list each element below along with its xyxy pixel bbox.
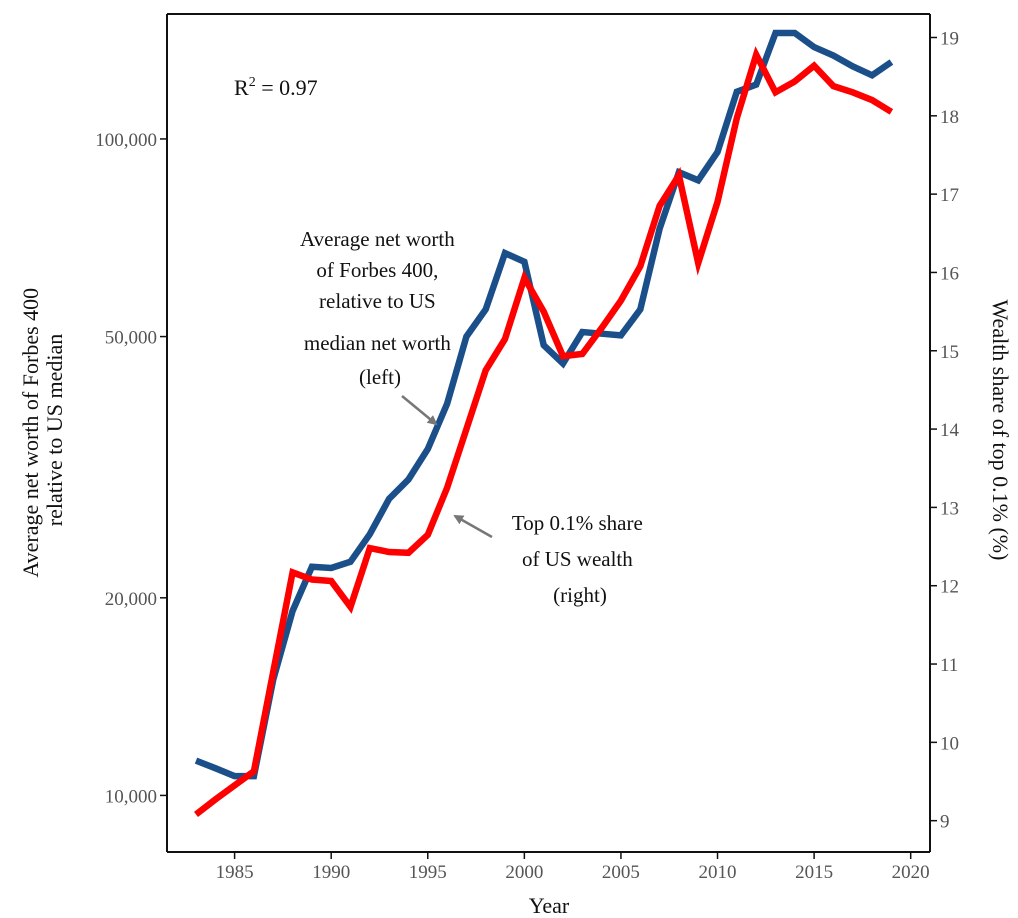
y-right-ticks: 9 10 11 12 13 14 15 16 17 18 19 xyxy=(930,28,960,833)
series-line-top01 xyxy=(194,46,894,817)
r-squared-prefix: R xyxy=(234,75,249,100)
x-tick-label: 2010 xyxy=(699,862,737,883)
y-right-tick-label: 16 xyxy=(940,263,959,284)
y-right-tick-label: 18 xyxy=(940,107,959,128)
x-tick-label: 2005 xyxy=(602,862,640,883)
top01-annotation-line-2: of US wealth xyxy=(522,547,633,571)
top01-annotation-line-1: Top 0.1% share xyxy=(512,511,643,535)
y-left-axis-title-line-1: Average net worth of Forbes 400 xyxy=(18,288,43,578)
top01-annotation-line-3: (right) xyxy=(553,583,607,607)
forbes-annotation-line-4: median net worth xyxy=(304,331,451,355)
y-right-tick-label: 10 xyxy=(940,733,959,754)
forbes-annotation-line-1: Average net worth xyxy=(300,227,455,251)
r-squared-rest: = 0.97 xyxy=(256,75,318,100)
y-left-tick-label: 20,000 xyxy=(105,589,157,610)
x-tick-label: 2015 xyxy=(795,862,833,883)
forbes-annotation-line-2: of Forbes 400, xyxy=(316,258,438,282)
forbes-annotation-arrow xyxy=(401,395,438,426)
x-tick-label: 2020 xyxy=(892,862,930,883)
y-right-tick-label: 15 xyxy=(940,342,959,363)
top01-annotation: Top 0.1% share of US wealth (right) xyxy=(512,511,648,607)
y-right-tick-label: 19 xyxy=(940,28,959,49)
y-left-ticks: 10,000 20,000 50,000 100,000 xyxy=(95,130,167,807)
y-left-tick-label: 50,000 xyxy=(105,328,157,349)
x-tick-label: 1995 xyxy=(409,862,447,883)
y-right-tick-label: 14 xyxy=(940,420,960,441)
axes xyxy=(166,13,931,853)
y-left-axis-title-line-2: relative to US median xyxy=(42,334,67,526)
y-right-tick-label: 12 xyxy=(940,577,959,598)
y-right-tick-label: 17 xyxy=(940,185,959,206)
top01-annotation-arrow xyxy=(453,514,493,539)
series-layer xyxy=(194,29,894,817)
forbes-annotation-line-3: relative to US xyxy=(319,289,436,313)
y-left-axis-title: Average net worth of Forbes 400 relative… xyxy=(18,282,67,577)
y-right-tick-label: 9 xyxy=(940,812,950,833)
r-squared-label: R2 = 0.97 xyxy=(234,75,318,100)
x-ticks: 1985 1990 1995 2000 2005 2010 2015 2020 xyxy=(216,852,930,883)
x-axis-title: Year xyxy=(529,893,570,918)
y-left-tick-label: 10,000 xyxy=(105,786,157,807)
forbes-annotation: Average net worth of Forbes 400, relativ… xyxy=(300,227,460,389)
y-left-tick-label: 100,000 xyxy=(95,130,157,151)
r-squared-sup: 2 xyxy=(249,75,256,90)
x-tick-label: 1985 xyxy=(216,862,254,883)
y-right-axis-title: Wealth share of top 0.1% (%) xyxy=(988,300,1013,561)
series-line-forbes xyxy=(194,29,894,780)
forbes-annotation-line-5: (left) xyxy=(359,365,401,389)
y-right-tick-label: 13 xyxy=(940,498,959,519)
x-tick-label: 1990 xyxy=(312,862,350,883)
x-tick-label: 2000 xyxy=(505,862,543,883)
y-right-tick-label: 11 xyxy=(940,655,958,676)
